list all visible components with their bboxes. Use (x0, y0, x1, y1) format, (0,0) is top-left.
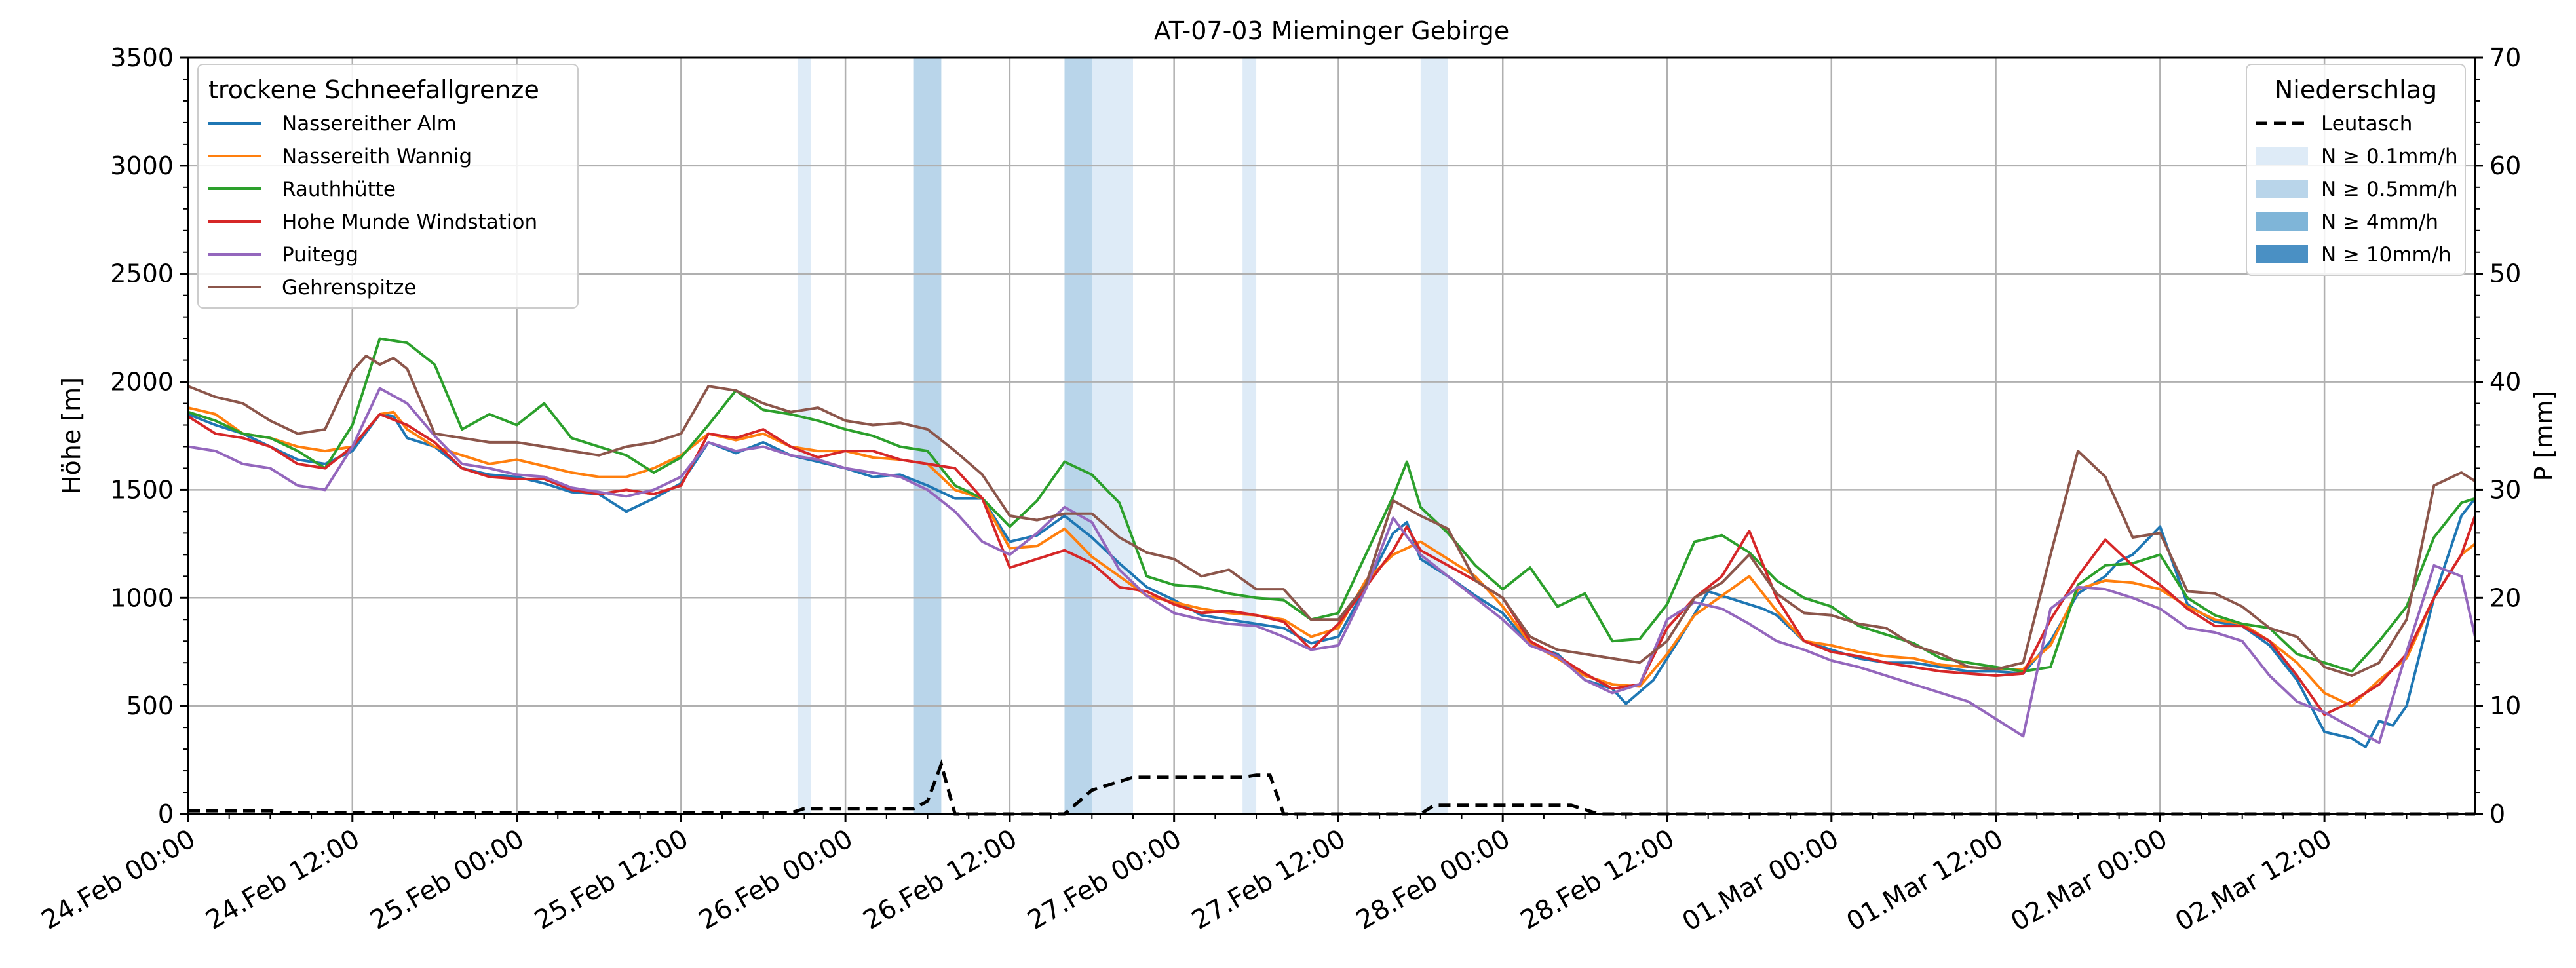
y-axis-label: Höhe [m] (57, 378, 86, 494)
legend-right-swatch (2256, 245, 2308, 263)
series-line (187, 387, 2476, 745)
y-tick-label: 500 (126, 691, 174, 720)
y2-tick-label: 30 (2489, 475, 2521, 504)
y-tick-label: 2500 (110, 260, 174, 288)
y2-tick-label: 10 (2489, 691, 2521, 720)
plot-frame (187, 56, 2476, 815)
y-tick-label: 0 (158, 800, 174, 828)
precip-band (1420, 58, 1448, 814)
legend-left-label: Gehrenspitze (282, 276, 416, 300)
legend-left-label: Rauthhütte (282, 178, 396, 201)
legend-left: trockene Schneefallgrenze Nassereither A… (197, 64, 579, 309)
y2-tick-label: 60 (2489, 151, 2521, 180)
series-lines (187, 337, 2476, 748)
legend-left-label: Nassereith Wannig (282, 145, 472, 168)
legend-right-label: N ≥ 0.5mm/h (2321, 178, 2458, 201)
precip-band (1092, 58, 1133, 814)
precip-band (797, 58, 811, 814)
y-axis-right: 0 10 20 30 40 50 60 70 (2475, 43, 2521, 828)
legend-left-entries: Nassereither Alm Nassereith Wannig Rauthhü… (208, 112, 537, 300)
y2-tick-label: 70 (2489, 43, 2521, 72)
y2-tick-label: 40 (2489, 368, 2521, 397)
y-axis-left: 0 500 1000 1500 2000 2500 3000 3500 (110, 43, 188, 828)
legend-right-swatch (2256, 180, 2308, 198)
series-line (187, 413, 2476, 748)
legend-left-label: Hohe Munde Windstation (282, 210, 537, 234)
legend-right-swatch (2256, 147, 2308, 165)
series-line (187, 406, 2476, 708)
series-line (187, 337, 2476, 673)
y-tick-label: 1500 (110, 475, 174, 504)
legend-left-label: Nassereither Alm (282, 112, 457, 136)
legend-left-box (197, 64, 579, 309)
legend-right-label: N ≥ 4mm/h (2321, 210, 2438, 234)
series-line (187, 413, 2476, 716)
y-tick-label: 1000 (110, 583, 174, 612)
legend-right-title: Niederschlag (2275, 75, 2437, 104)
y2-tick-label: 50 (2489, 260, 2521, 288)
legend-right-label: N ≥ 10mm/h (2321, 243, 2451, 267)
precip-line-leutasch (188, 759, 2475, 816)
y2-axis-label: P [mm] (2529, 391, 2558, 482)
precip-line-group (188, 759, 2475, 816)
y2-tick-label: 20 (2489, 583, 2521, 612)
legend-right-entries: Leutasch N ≥ 0.1mm/h N ≥ 0.5mm/h N ≥ 4mm/h N… (2256, 112, 2458, 267)
precip-band (1064, 58, 1092, 814)
legend-right-label: Leutasch (2321, 112, 2412, 136)
y-tick-label: 2000 (110, 368, 174, 397)
legend-left-label: Puitegg (282, 243, 358, 267)
y-tick-label: 3500 (110, 43, 174, 72)
legend-left-title: trockene Schneefallgrenze (208, 75, 539, 104)
precip-band (1242, 58, 1257, 814)
precip-bands (797, 58, 1448, 814)
y2-tick-label: 0 (2489, 800, 2505, 828)
y-tick-label: 3000 (110, 151, 174, 180)
legend-right-label: N ≥ 0.1mm/h (2321, 145, 2458, 168)
legend-right-swatch (2256, 212, 2308, 231)
chart-title: AT-07-03 Mieminger Gebirge (1154, 16, 1510, 45)
legend-right: Niederschlag Leutasch N ≥ 0.1mm/h N ≥ 0.5m… (2246, 64, 2466, 276)
series-line (187, 355, 2476, 677)
